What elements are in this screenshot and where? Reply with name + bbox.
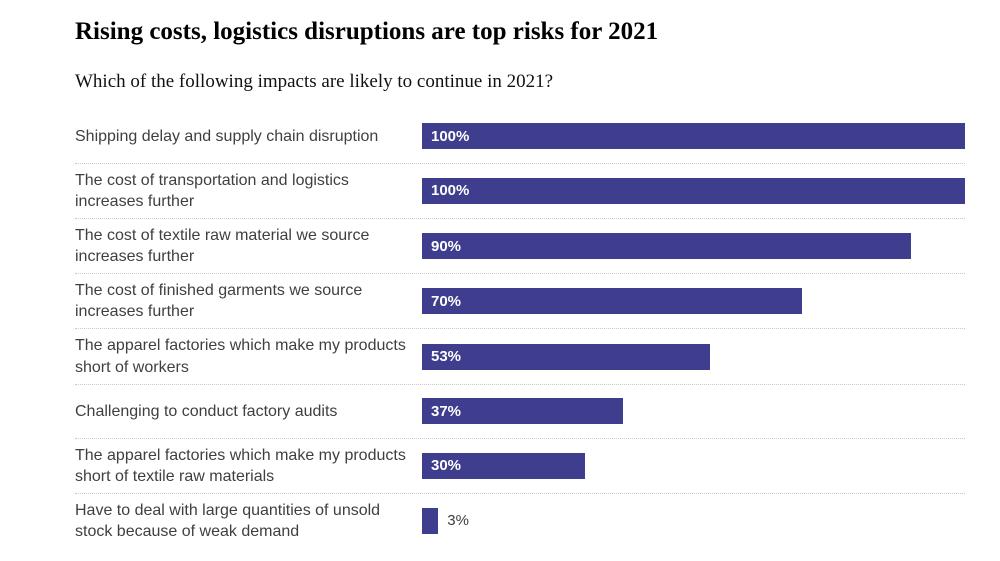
chart-row: The cost of textile raw material we sour…	[75, 219, 965, 275]
category-label: The cost of textile raw material we sour…	[75, 226, 370, 266]
bar-track: 30%	[422, 452, 965, 479]
bar-track: 37%	[422, 398, 965, 425]
chart-subtitle: Which of the following impacts are likel…	[75, 70, 554, 92]
bar: 70%	[422, 288, 803, 315]
bar: 37%	[422, 398, 623, 425]
bar-value-label: 37%	[431, 402, 462, 420]
bar-value-label: 30%	[431, 457, 462, 475]
bar-track: 3%	[422, 507, 965, 534]
category-label: The apparel factories which make my prod…	[75, 446, 406, 485]
bar-value-label: 100%	[431, 127, 470, 145]
bar-value-label: 3%	[447, 512, 469, 530]
bar-value-label: 90%	[431, 237, 462, 255]
category-label: Challenging to conduct factory audits	[75, 402, 338, 420]
category-label: Have to deal with large quantities of un…	[75, 501, 381, 540]
category-label: The cost of finished garments we source …	[75, 282, 363, 321]
bar: 100%	[422, 123, 965, 150]
bar: 53%	[422, 343, 710, 370]
bar-track: 90%	[422, 233, 965, 260]
bar-track: 100%	[422, 123, 965, 150]
bar-track: 70%	[422, 288, 965, 315]
bar: 30%	[422, 452, 585, 479]
bar: 100%	[422, 177, 965, 204]
category-label: Shipping delay and supply chain disrupti…	[75, 127, 379, 145]
chart-row: The apparel factories which make my prod…	[75, 329, 965, 385]
bar-track: 53%	[422, 343, 965, 370]
chart-row: The cost of finished garments we source …	[75, 274, 965, 330]
chart-row: The apparel factories which make my prod…	[75, 439, 965, 494]
bar	[422, 507, 439, 534]
chart-title: Rising costs, logistics disruptions are …	[75, 18, 659, 45]
bar-value-label: 70%	[431, 292, 462, 310]
bar-chart: Shipping delay and supply chain disrupti…	[75, 110, 965, 548]
bar-track: 100%	[422, 177, 965, 204]
chart-row: Have to deal with large quantities of un…	[75, 494, 965, 548]
bar: 90%	[422, 233, 911, 260]
category-label: The cost of transportation and logistics…	[75, 171, 349, 210]
chart-row: Shipping delay and supply chain disrupti…	[75, 110, 965, 164]
chart-row: The cost of transportation and logistics…	[75, 164, 965, 219]
bar-value-label: 53%	[431, 348, 462, 366]
category-label: The apparel factories which make my prod…	[75, 337, 406, 376]
chart-row: Challenging to conduct factory audits 37%	[75, 385, 965, 439]
bar-value-label: 100%	[431, 182, 470, 200]
